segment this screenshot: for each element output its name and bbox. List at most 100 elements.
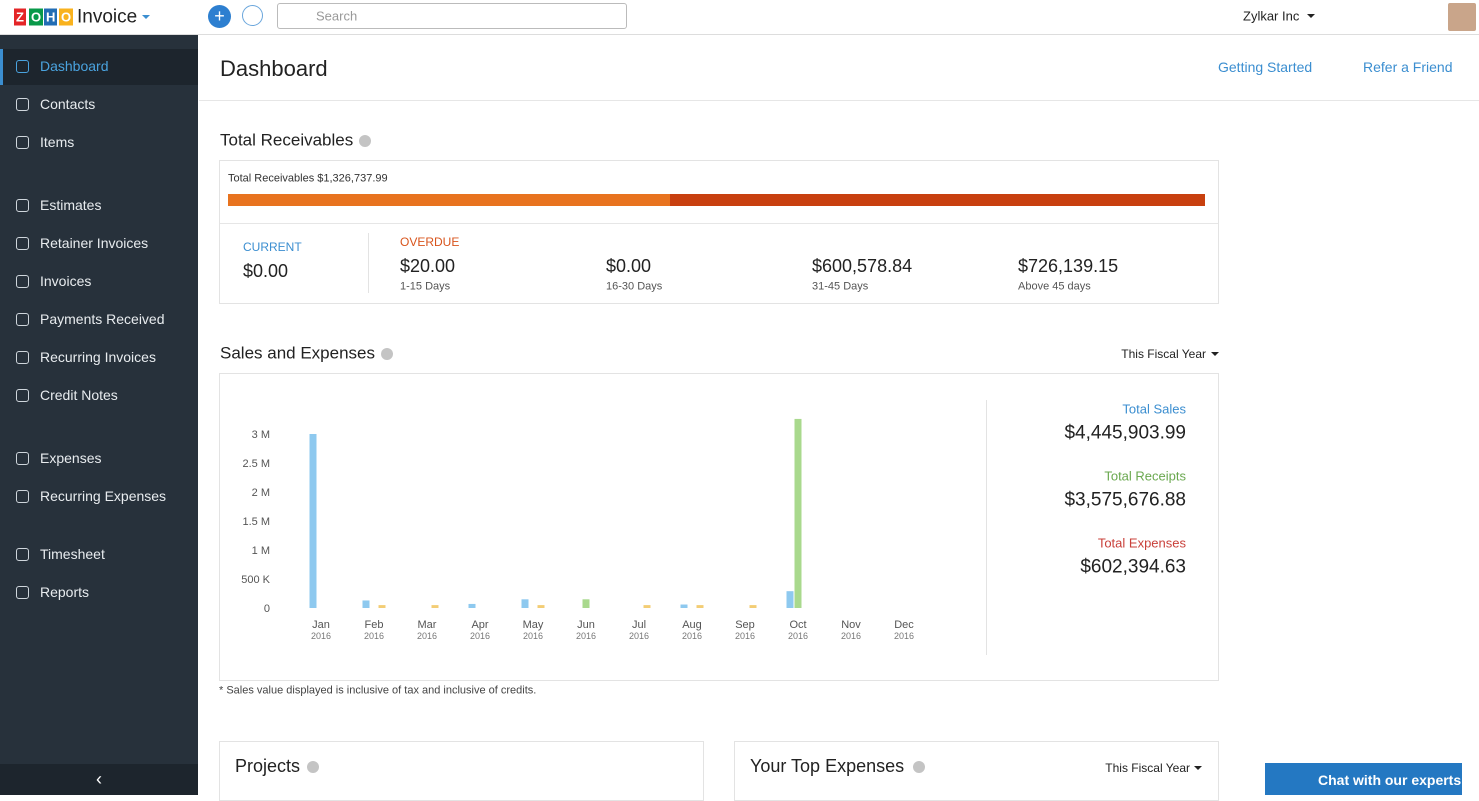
receivables-divider xyxy=(220,223,1218,224)
bar xyxy=(749,605,757,608)
caret xyxy=(1307,14,1315,18)
top-bar xyxy=(0,0,1479,35)
x-tick-year: 2016 xyxy=(364,631,384,641)
section-title: Sales and Expenses xyxy=(220,343,375,363)
card-title: Your Top Expenses xyxy=(750,756,905,776)
recent-button[interactable] xyxy=(242,5,263,26)
x-tick-year: 2016 xyxy=(417,631,437,641)
logo-letter: Z xyxy=(14,8,26,26)
x-tick-year: 2016 xyxy=(788,631,808,641)
nav-item[interactable]: Credit Notes xyxy=(40,387,118,403)
sidebar-collapse[interactable]: ‹ xyxy=(0,764,198,795)
y-tick-label: 1 M xyxy=(252,545,270,557)
bucket-amount: $600,578.84 xyxy=(812,256,913,276)
x-tick-year: 2016 xyxy=(311,631,331,641)
y-tick-label: 500 K xyxy=(241,574,270,586)
chat-label[interactable]: Chat with our experts xyxy=(1318,772,1462,788)
nav-item[interactable]: Recurring Invoices xyxy=(40,349,156,365)
bar xyxy=(794,418,802,608)
x-tick-label: Feb xyxy=(365,619,384,631)
search-box[interactable] xyxy=(277,3,627,29)
bar xyxy=(537,605,545,608)
nav-icon xyxy=(16,60,29,73)
help-icon[interactable] xyxy=(359,135,371,147)
nav-icon xyxy=(16,98,29,111)
bar xyxy=(696,605,704,608)
bucket-range: 1-15 Days xyxy=(400,280,451,293)
header-link[interactable]: Refer a Friend xyxy=(1363,59,1453,75)
receivables-segment xyxy=(670,194,1205,206)
x-tick-label: May xyxy=(523,619,544,631)
bucket-amount: $726,139.15 xyxy=(1018,256,1119,276)
nav-item[interactable]: Contacts xyxy=(40,96,96,112)
x-tick-label: Apr xyxy=(471,619,488,631)
nav-item[interactable]: Reports xyxy=(40,584,90,600)
bar xyxy=(378,605,386,608)
nav-item[interactable]: Items xyxy=(40,134,75,150)
receivables-total: Total Receivables $1,326,737.99 xyxy=(228,172,388,185)
help-icon[interactable] xyxy=(913,761,925,773)
x-tick-label: Sep xyxy=(735,619,755,631)
x-tick-label: Mar xyxy=(418,619,437,631)
period-select[interactable]: This Fiscal Year xyxy=(1121,347,1206,361)
total-amount: $3,575,676.88 xyxy=(1064,489,1186,511)
logo-letter: O xyxy=(29,8,44,26)
y-tick-label: 3 M xyxy=(252,429,270,441)
bar xyxy=(643,605,651,608)
help-icon[interactable] xyxy=(307,761,319,773)
nav-icon xyxy=(16,351,29,364)
nav-item[interactable]: Payments Received xyxy=(40,311,165,327)
nav-item[interactable]: Dashboard xyxy=(40,58,109,74)
add-button[interactable]: + xyxy=(208,5,231,28)
y-tick-label: 0 xyxy=(264,603,270,615)
nav-icon xyxy=(16,490,29,503)
y-tick-label: 2 M xyxy=(252,487,270,499)
sidebar xyxy=(0,35,198,795)
x-tick-year: 2016 xyxy=(841,631,861,641)
chat-button[interactable] xyxy=(1265,763,1462,795)
org-name[interactable]: Zylkar Inc xyxy=(1243,8,1300,24)
app-name[interactable]: Invoice xyxy=(77,6,138,28)
nav-item[interactable]: Recurring Expenses xyxy=(40,488,167,504)
nav-icon xyxy=(16,237,29,250)
caret xyxy=(142,15,150,19)
x-tick-label: Dec xyxy=(894,619,914,631)
x-tick-label: Aug xyxy=(682,619,702,631)
current-amount: $0.00 xyxy=(243,261,289,281)
nav-icon xyxy=(16,275,29,288)
logo-letter: O xyxy=(59,8,74,26)
bar xyxy=(362,600,370,608)
nav-item[interactable]: Retainer Invoices xyxy=(40,235,149,251)
nav-icon xyxy=(16,548,29,561)
bar xyxy=(521,599,529,608)
header-link[interactable]: Getting Started xyxy=(1218,59,1313,75)
y-tick-label: 1.5 M xyxy=(242,516,270,528)
total-label: Total Sales xyxy=(1122,401,1186,417)
total-label: Total Expenses xyxy=(1097,535,1186,551)
x-tick-year: 2016 xyxy=(629,631,649,641)
bucket-amount: $0.00 xyxy=(606,256,652,276)
totals-divider xyxy=(986,400,987,655)
nav-item[interactable]: Invoices xyxy=(40,273,92,289)
nav-icon xyxy=(16,136,29,149)
help-icon[interactable] xyxy=(381,348,393,360)
period-select[interactable]: This Fiscal Year xyxy=(1105,761,1190,775)
total-amount: $4,445,903.99 xyxy=(1064,422,1186,444)
current-divider xyxy=(368,233,369,293)
receivables-panel xyxy=(219,160,1219,304)
bar xyxy=(582,599,590,608)
nav-item[interactable]: Expenses xyxy=(40,450,102,466)
x-tick-year: 2016 xyxy=(735,631,755,641)
overdue-label: OVERDUE xyxy=(400,235,460,249)
nav-icon xyxy=(16,452,29,465)
receivables-segment xyxy=(228,194,671,206)
x-tick-year: 2016 xyxy=(894,631,914,641)
total-amount: $602,394.63 xyxy=(1080,556,1186,578)
nav-item[interactable]: Estimates xyxy=(40,197,102,213)
bar xyxy=(468,603,476,608)
x-tick-year: 2016 xyxy=(523,631,543,641)
avatar[interactable] xyxy=(1448,3,1476,31)
nav-item[interactable]: Timesheet xyxy=(40,546,105,562)
